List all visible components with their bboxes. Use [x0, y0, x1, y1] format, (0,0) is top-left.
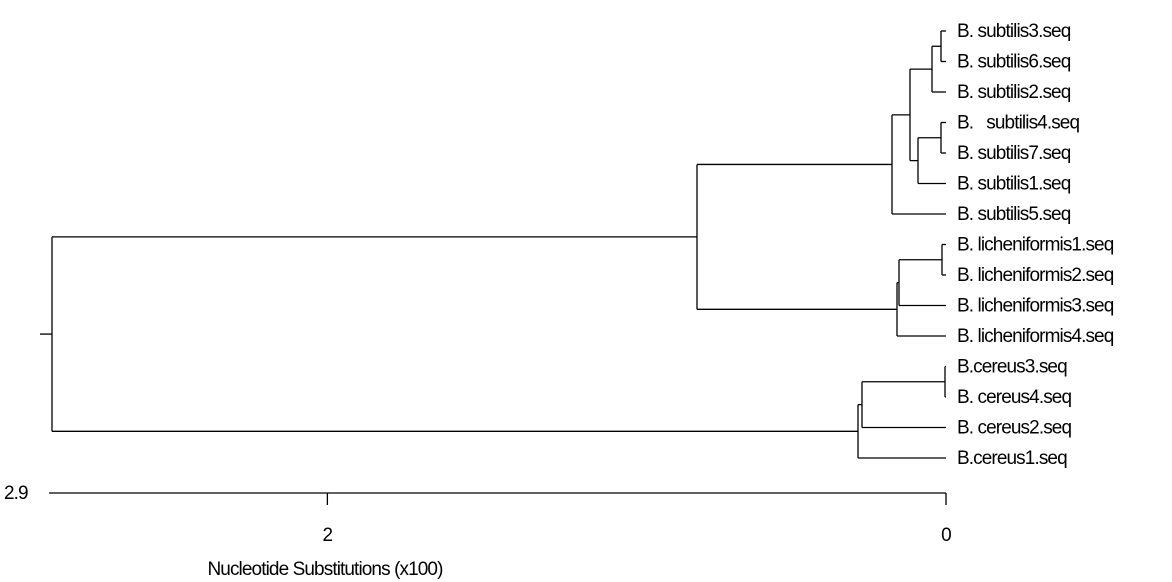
leaf-label-bl4: B. licheniformis4.seq — [957, 326, 1114, 347]
leaf-label-bl3: B. licheniformis3.seq — [957, 296, 1114, 317]
leaf-label-bs3: B. subtilis3.seq — [957, 21, 1071, 42]
leaf-label-bs4: B. subtilis4.seq — [957, 113, 1079, 134]
leaf-label-bl2: B. licheniformis2.seq — [957, 265, 1114, 286]
leaf-label-bc1: B.cereus1.seq — [957, 448, 1067, 469]
leaf-labels: B. subtilis3.seq B. subtilis6.seq B. subti… — [957, 21, 1115, 469]
axis-end-label: 2.9 — [4, 483, 28, 504]
leaf-label-bc2: B. cereus2.seq — [957, 418, 1071, 439]
axis-title: Nucleotide Substitutions (x100) — [207, 559, 443, 580]
axis-tick-label: 2 — [323, 525, 333, 546]
leaf-label-bs6: B. subtilis6.seq — [957, 52, 1071, 73]
leaf-label-bc4: B. cereus4.seq — [957, 387, 1071, 408]
leaf-label-bs2: B. subtilis2.seq — [957, 82, 1071, 103]
tree-branches — [40, 30, 946, 459]
leaf-label-bs1: B. subtilis1.seq — [957, 174, 1071, 195]
axis-tick-label: 0 — [941, 525, 951, 546]
leaf-label-bl1: B. licheniformis1.seq — [957, 235, 1114, 256]
leaf-label-bs5: B. subtilis5.seq — [957, 204, 1071, 225]
leaf-label-bc3: B.cereus3.seq — [957, 357, 1067, 378]
leaf-label-bs7: B. subtilis7.seq — [957, 143, 1071, 164]
